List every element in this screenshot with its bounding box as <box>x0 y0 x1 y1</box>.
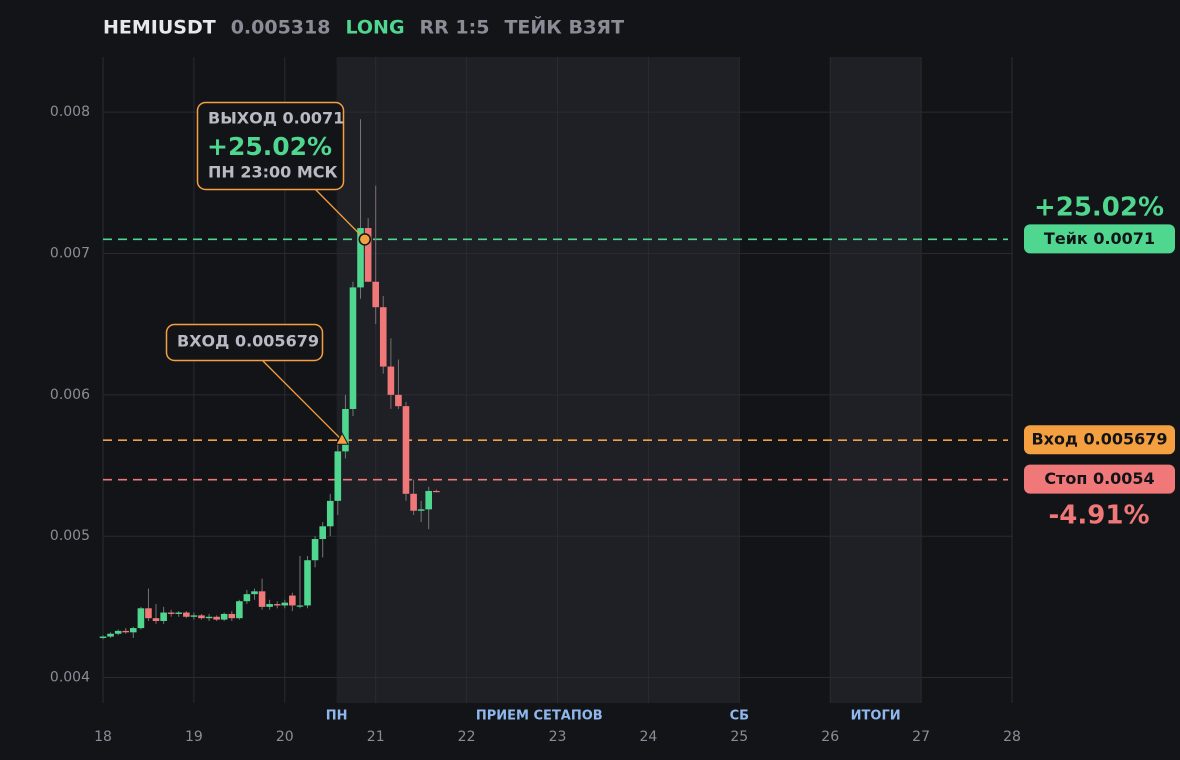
candle-body <box>334 451 342 501</box>
candle-body <box>137 608 145 629</box>
y-tick-label: 0.007 <box>50 245 90 261</box>
y-tick-label: 0.005 <box>50 528 90 544</box>
candle-body <box>289 595 296 606</box>
candle-body <box>243 594 251 602</box>
x-tick-label: 25 <box>730 729 748 745</box>
side: LONG <box>345 17 404 39</box>
session-label: ПН <box>326 709 348 724</box>
level-label: Стоп 0.0054 <box>1044 469 1154 488</box>
candle-body <box>167 612 175 614</box>
x-tick-label: 27 <box>912 729 930 745</box>
plot-background <box>336 57 922 703</box>
candle-body <box>364 228 372 282</box>
grid: 18 19 20 21 22 23 24 25 26 27 28 0.004 0.005 0.006 0.0… <box>50 57 1021 745</box>
level-label: Вход 0.005679 <box>1031 430 1167 449</box>
session-label: ИТОГИ <box>851 709 901 724</box>
candle-body <box>99 636 107 638</box>
candle-body <box>122 630 130 633</box>
x-tick-label: 20 <box>276 729 294 745</box>
exit-time: ПН 23:00 МСК <box>208 163 338 182</box>
take-percent: +25.02% <box>1034 193 1164 223</box>
candle-body <box>433 490 440 493</box>
candle-body <box>152 618 160 622</box>
callout-leader <box>262 360 343 441</box>
x-tick-label: 26 <box>821 729 839 745</box>
y-tick-label: 0.004 <box>50 670 90 686</box>
entry-marker <box>335 432 349 445</box>
candle-body <box>296 605 304 607</box>
session-shade <box>336 57 740 703</box>
candle-body <box>357 228 364 288</box>
x-tick-label: 21 <box>367 729 385 745</box>
candle-body <box>129 628 137 633</box>
level-tag <box>1024 224 1175 254</box>
x-tick-label: 22 <box>458 729 476 745</box>
candle-body <box>349 287 357 409</box>
candle-body <box>410 493 417 511</box>
entry-callout <box>165 323 324 362</box>
candle-body <box>342 408 349 452</box>
candle-body <box>183 612 190 617</box>
candle-body <box>251 591 258 595</box>
candle-body <box>236 601 243 619</box>
candle-body <box>273 604 281 606</box>
y-tick-label: 0.006 <box>50 387 90 403</box>
x-tick-label: 23 <box>549 729 567 745</box>
candle-body <box>281 602 289 606</box>
risk-reward: RR 1:5 <box>420 17 490 39</box>
candle-body <box>372 281 379 308</box>
exit-marker <box>358 233 372 246</box>
candle-body <box>379 307 387 367</box>
candle-body <box>417 509 425 511</box>
session-label: ПРИЕМ СЕТАПОВ <box>476 709 603 724</box>
exit-percent: +25.02% <box>207 132 332 161</box>
candle-body <box>107 633 114 637</box>
candle-body <box>402 406 410 494</box>
entry-label: ВХОД 0.005679 <box>177 332 319 351</box>
price: 0.005318 <box>231 17 331 39</box>
status: ТЕЙК ВЗЯТ <box>504 16 624 39</box>
candle-body <box>145 608 152 619</box>
candle-body <box>304 560 311 606</box>
candle-body <box>220 613 228 620</box>
session-label: СБ <box>730 709 749 724</box>
candles <box>99 119 440 640</box>
x-tick-label: 28 <box>1003 729 1021 745</box>
levels: Тейк 0.0071 Вход 0.005679 Стоп 0.0054 +25.0… <box>103 193 1175 531</box>
candle-body <box>205 616 213 619</box>
exit-label: ВЫХОД 0.0071 <box>208 109 344 128</box>
candle-body <box>425 490 432 510</box>
level-label: Тейк 0.0071 <box>1044 229 1155 248</box>
candle-body <box>160 612 167 622</box>
candle-body <box>228 613 236 619</box>
candle-body <box>266 604 273 607</box>
y-tick-label: 0.008 <box>50 104 90 120</box>
candle-body <box>175 612 183 614</box>
level-tag <box>1024 464 1175 494</box>
candle-body <box>311 539 319 561</box>
x-tick-label: 24 <box>639 729 657 745</box>
stop-percent: -4.91% <box>1049 501 1150 531</box>
session-shade <box>830 57 922 703</box>
candle-body <box>319 526 327 540</box>
x-tick-label: 19 <box>185 729 203 745</box>
callout-leader <box>314 188 366 240</box>
level-tag <box>1024 425 1175 455</box>
overlay: ВЫХОД 0.0071 +25.02% ПН 23:00 МСК ВХОД 0.00… <box>165 101 372 445</box>
exit-callout <box>196 101 345 191</box>
candle-body <box>190 615 198 617</box>
candle-body <box>387 366 395 395</box>
candle-body <box>213 616 220 620</box>
candle-body <box>395 394 402 407</box>
symbol: HEMIUSDT <box>103 17 216 39</box>
candle-body <box>198 615 205 619</box>
candle-body <box>326 500 334 527</box>
candle-body <box>258 591 266 607</box>
candle-body <box>114 630 122 634</box>
x-tick-label: 18 <box>94 729 112 745</box>
